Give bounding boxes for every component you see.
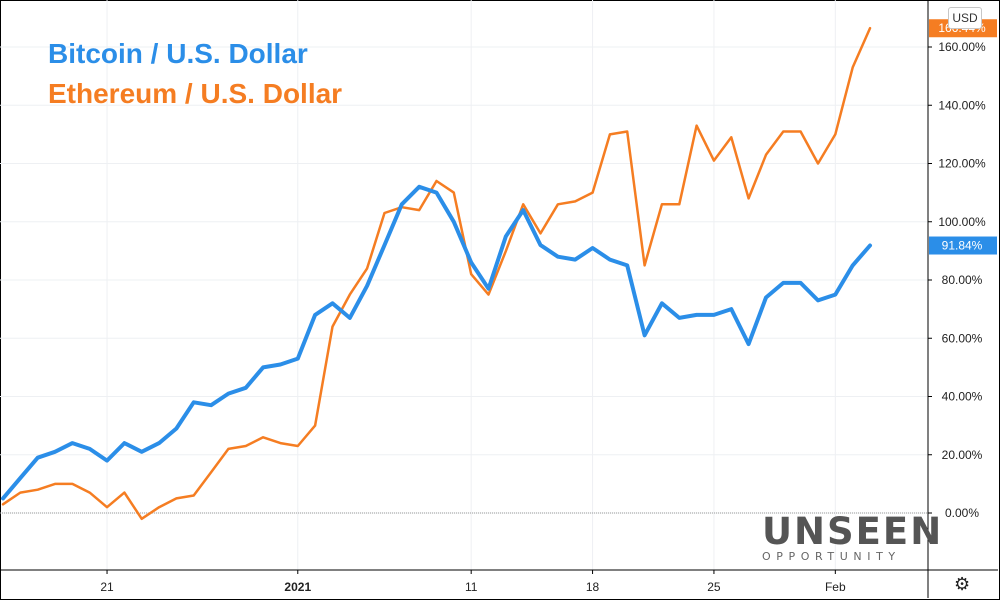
last-value-badge-bitcoin xyxy=(929,236,997,255)
logo-sub-text: OPPORTUNITY xyxy=(762,550,901,563)
y-tick-label: 60.00% xyxy=(942,331,983,345)
y-tick-label: 160.00% xyxy=(938,40,986,54)
currency-button[interactable]: USD xyxy=(948,7,982,29)
x-tick-label: Feb xyxy=(825,580,846,594)
last-value-label-bitcoin: 91.84% xyxy=(942,239,983,253)
series-layer xyxy=(1,26,872,521)
y-axis-labels: 0.00% 20.00% 40.00% 60.00% 80.00% 100.00% 120.… xyxy=(928,40,986,520)
y-tick-label: 140.00% xyxy=(938,98,986,112)
x-tick-label: 18 xyxy=(586,580,600,594)
series-line-bitcoin xyxy=(1,184,872,501)
gear-icon[interactable]: ⚙ xyxy=(954,574,971,594)
x-tick-label: 21 xyxy=(100,580,114,594)
x-tick-label: 25 xyxy=(707,580,721,594)
x-tick-label: 11 xyxy=(465,580,478,594)
x-axis-labels: 21 2021 11 18 25 Feb xyxy=(100,570,846,594)
y-tick-label: 20.00% xyxy=(942,448,983,462)
series-title-bitcoin: Bitcoin / U.S. Dollar xyxy=(48,38,308,69)
y-tick-label: 80.00% xyxy=(942,273,983,287)
series-line-ethereum xyxy=(1,26,872,521)
y-tick-label: 0.00% xyxy=(945,506,979,520)
watermark-logo: UNSEEN OPPORTUNITY xyxy=(762,510,944,565)
logo-main-text: UNSEEN xyxy=(762,510,944,553)
series-title-ethereum: Ethereum / U.S. Dollar xyxy=(48,78,343,109)
y-tick-label: 120.00% xyxy=(938,157,986,171)
y-tick-label: 100.00% xyxy=(938,215,986,229)
grid-lines xyxy=(0,0,928,570)
x-tick-label: 2021 xyxy=(284,580,311,594)
y-tick-label: 40.00% xyxy=(942,390,983,404)
